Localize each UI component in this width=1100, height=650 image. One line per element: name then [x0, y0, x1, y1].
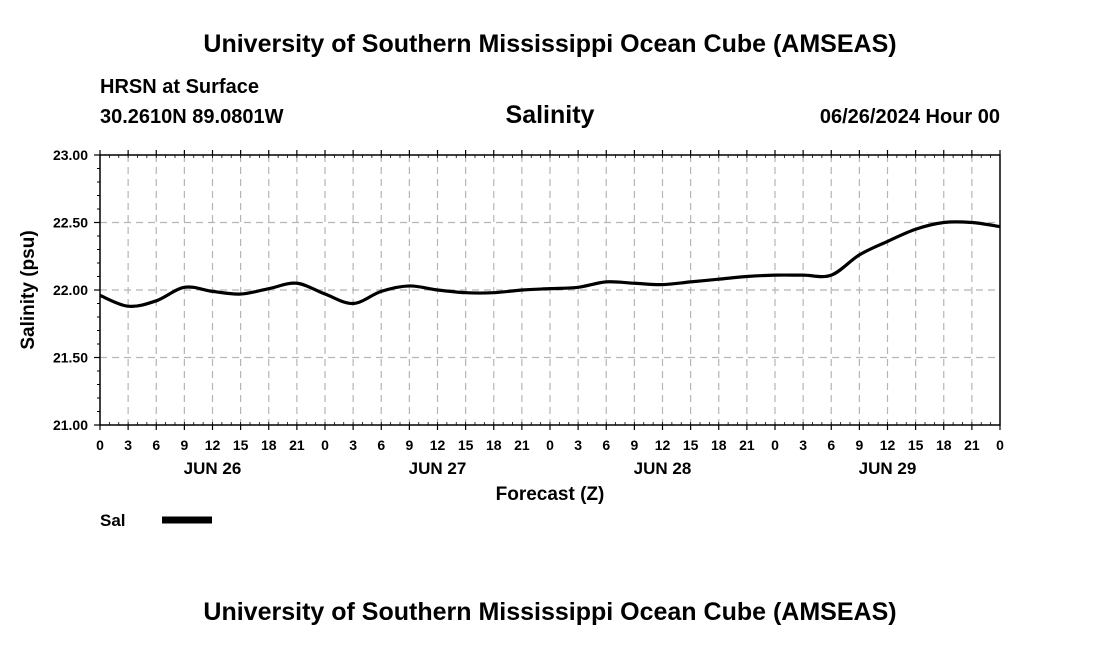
x-tick-label: 0: [321, 437, 329, 453]
x-tick-label: 21: [514, 437, 530, 453]
x-tick-labels: 0 3 6 9 12 15 18 21 0 3 6 9 12 15 18 21 0 3 6 9 12 15 18 21 0 3 6 9…: [96, 437, 1004, 453]
x-tick-label: 15: [458, 437, 474, 453]
plot-frame: [99, 154, 1001, 426]
x-tick-label: 6: [602, 437, 610, 453]
x-tick-label: 15: [683, 437, 699, 453]
chart-title: University of Southern Mississippi Ocean…: [203, 30, 897, 58]
x-tick-label: 12: [430, 437, 446, 453]
x-tick-label: 21: [964, 437, 980, 453]
day-label: JUN 26: [184, 459, 242, 478]
x-tick-label: 18: [486, 437, 502, 453]
day-label: JUN 27: [409, 459, 467, 478]
day-labels: JUN 26 JUN 27 JUN 28 JUN 29: [184, 459, 917, 478]
x-tick-label: 12: [205, 437, 221, 453]
x-tick-label: 6: [827, 437, 835, 453]
y-tick-label: 21.00: [53, 417, 88, 433]
legend: Sal: [100, 511, 212, 530]
x-tick-label: 12: [880, 437, 896, 453]
x-tick-label: 0: [996, 437, 1004, 453]
x-tick-label: 3: [124, 437, 132, 453]
parameter-title: Salinity: [505, 101, 595, 129]
x-tick-label: 6: [152, 437, 160, 453]
x-tick-label: 3: [799, 437, 807, 453]
y-tick-label: 22.00: [53, 282, 88, 298]
legend-label-sal: Sal: [100, 511, 126, 530]
day-label: JUN 29: [859, 459, 917, 478]
x-tick-label: 0: [771, 437, 779, 453]
run-time-label: 06/26/2024 Hour 00: [819, 106, 1000, 128]
footer-title: University of Southern Mississippi Ocean…: [203, 598, 897, 626]
x-tick-label: 9: [630, 437, 638, 453]
x-tick-label: 18: [711, 437, 727, 453]
y-tick-label: 21.50: [53, 350, 88, 366]
x-tick-label: 0: [546, 437, 554, 453]
y-tick-labels: 21.00 21.50 22.00 22.50 23.00: [53, 147, 88, 433]
y-axis-label: Salinity (psu): [18, 230, 39, 349]
x-tick-label: 3: [349, 437, 357, 453]
x-tick-label: 15: [908, 437, 924, 453]
x-tick-label: 21: [289, 437, 305, 453]
y-tick-label: 23.00: [53, 147, 88, 163]
x-tick-label: 6: [377, 437, 385, 453]
station-label: HRSN at Surface: [100, 76, 259, 98]
x-tick-label: 9: [405, 437, 413, 453]
x-tick-label: 18: [936, 437, 952, 453]
x-axis-label: Forecast (Z): [496, 484, 605, 505]
x-tick-label: 12: [655, 437, 671, 453]
x-tick-label: 18: [261, 437, 277, 453]
day-label: JUN 28: [634, 459, 692, 478]
x-tick-label: 3: [574, 437, 582, 453]
x-tick-label: 21: [739, 437, 755, 453]
x-tick-label: 9: [180, 437, 188, 453]
y-tick-label: 22.50: [53, 215, 88, 231]
x-tick-label: 9: [855, 437, 863, 453]
x-tick-label: 0: [96, 437, 104, 453]
x-tick-label: 15: [233, 437, 249, 453]
station-coordinates: 30.2610N 89.0801W: [100, 106, 284, 128]
